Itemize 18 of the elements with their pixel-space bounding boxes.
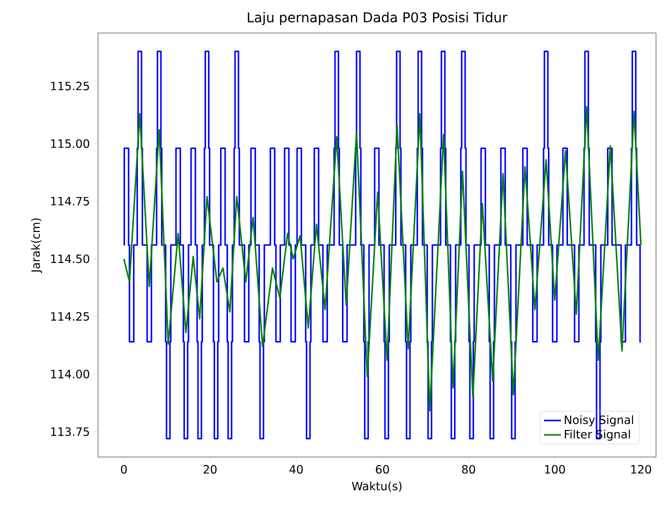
line-series — [123, 106, 642, 412]
y-tick-label: 114.25 — [51, 312, 89, 321]
x-tick-label: 80 — [462, 465, 476, 474]
y-tick-label: 114.00 — [51, 370, 90, 378]
y-tick-label: 113.75 — [51, 427, 89, 436]
x-tick-label: 0 — [120, 465, 127, 474]
y-tick-label: 114.75 — [51, 196, 89, 206]
y-tick-label: 114.50 — [51, 254, 90, 264]
y-tick-label: 115.25 — [51, 82, 89, 90]
chart-title: Laju pernapasan Dada P03 Posisi Tidur — [248, 12, 508, 25]
x-tick-label: 100 — [545, 465, 565, 474]
x-axis-title: Waktu(s) — [352, 482, 402, 492]
x-tick-label: 40 — [289, 465, 303, 474]
x-tick-label: 120 — [631, 465, 652, 474]
y-axis-title: Jarak(cm) — [31, 218, 42, 274]
x-tick-label: 20 — [204, 465, 217, 474]
y-tick-label: 115.00 — [51, 139, 90, 148]
x-tick-label: 60 — [376, 465, 389, 474]
